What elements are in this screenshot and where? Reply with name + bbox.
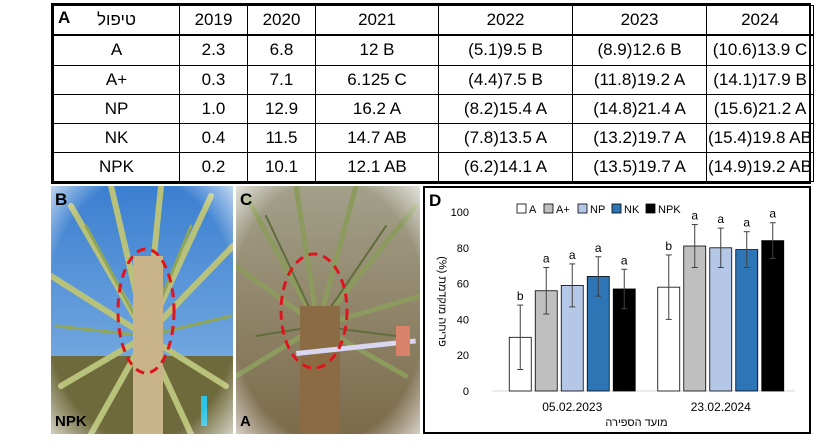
- significance-letter: a: [743, 216, 750, 230]
- treatment-cell: NPK: [53, 151, 180, 183]
- x-category-label: 05.02.2023: [542, 400, 602, 414]
- legend-label: NK: [624, 204, 640, 216]
- treatment-cell: NK: [53, 122, 180, 153]
- yield-value-cell: 11.5: [247, 122, 316, 153]
- significance-letter: a: [569, 248, 576, 262]
- year-header: 2019: [179, 5, 248, 37]
- yield-value-cell: 6.125 C: [315, 64, 439, 95]
- year-header: 2020: [247, 5, 316, 37]
- table-corner-cell: A טיפול: [53, 5, 180, 37]
- palm-photo-b-image: [51, 186, 233, 434]
- panel-letter-a: A: [58, 8, 71, 27]
- significance-letter: a: [717, 212, 724, 226]
- yield-value-cell: (6.2)14.1 A: [438, 151, 573, 183]
- yield-value-cell: (15.6)21.2 A: [706, 93, 814, 124]
- yield-value-cell: (15.4)19.8 AB: [706, 122, 814, 153]
- y-tick-label: 80: [457, 243, 469, 255]
- yield-value-cell: 0.4: [179, 122, 248, 153]
- x-category-label: 23.02.2024: [691, 400, 751, 414]
- yield-value-cell: (10.6)13.9 C: [706, 34, 814, 66]
- yield-value-cell: (7.8)13.5 A: [438, 122, 573, 153]
- yield-value-cell: 10.1: [247, 151, 316, 183]
- year-header: 2022: [438, 5, 573, 37]
- yield-value-cell: (14.8)21.4 A: [572, 93, 707, 124]
- year-header: 2024: [706, 5, 814, 37]
- significance-letter: a: [769, 207, 776, 221]
- yield-value-cell: (14.1)17.9 B: [706, 64, 814, 95]
- early-flowering-chart-panel: D 0 20 40 60 80 100 פריחה מוקדמת (%) A A+ NP NK NPK b…: [423, 186, 811, 434]
- treatment-column-label: טיפול: [97, 10, 136, 30]
- photo-b-treatment-tag: NPK: [55, 413, 87, 430]
- legend-swatch: [543, 203, 554, 214]
- y-axis-label: פריחה מוקדמת (%): [436, 256, 448, 347]
- yield-value-cell: 14.7 AB: [315, 122, 439, 153]
- palm-photo-c-image: [236, 186, 420, 434]
- bar-np-1: [709, 247, 733, 392]
- yield-value-cell: (4.4)7.5 B: [438, 64, 573, 95]
- y-tick-label: 0: [463, 386, 469, 398]
- significance-letter: a: [595, 241, 602, 255]
- legend-swatch: [645, 203, 656, 214]
- table-row: A+ 0.3 7.1 6.125 C (4.4)7.5 B (11.8)19.2 A (14…: [53, 64, 814, 95]
- legend-swatch: [577, 203, 588, 214]
- y-tick-label: 40: [457, 314, 469, 326]
- panel-letter-c: C: [240, 190, 253, 209]
- yield-value-cell: (5.1)9.5 B: [438, 34, 573, 66]
- yield-value-cell: (11.8)19.2 A: [572, 64, 707, 95]
- yield-value-cell: 7.1: [247, 64, 316, 95]
- y-tick-label: 60: [457, 279, 469, 291]
- photo-b-npk-palm: B NPK: [51, 186, 233, 434]
- legend-label: NP: [590, 204, 605, 216]
- yield-value-cell: 12.1 AB: [315, 151, 439, 183]
- significance-letter: a: [691, 209, 698, 223]
- bar-nk-1: [735, 249, 759, 392]
- panel-letter-d: D: [429, 191, 441, 210]
- yield-value-cell: 6.8: [247, 34, 316, 66]
- year-header: 2023: [572, 5, 707, 37]
- yield-value-cell: (8.2)15.4 A: [438, 93, 573, 124]
- legend-label: NPK: [658, 204, 681, 216]
- yield-value-cell: (13.5)19.7 A: [572, 151, 707, 183]
- panel-letter-b: B: [55, 190, 68, 209]
- table-header-row: A טיפול 2019 2020 2021 2022 2023 2024: [53, 5, 814, 37]
- photo-c-treatment-tag: A: [240, 413, 251, 430]
- legend-swatch: [611, 203, 622, 214]
- y-tick-label: 100: [451, 207, 469, 219]
- yield-value-cell: (14.9)19.2 AB: [706, 151, 814, 183]
- yield-value-cell: 1.0: [179, 93, 248, 124]
- significance-letter: a: [621, 253, 628, 267]
- yield-value-cell: 12.9: [247, 93, 316, 124]
- legend-label: A+: [556, 204, 570, 216]
- significance-letter: a: [543, 251, 550, 265]
- significance-letter: b: [665, 239, 672, 253]
- year-header: 2021: [315, 5, 439, 37]
- x-axis-label: מועד הספירה: [605, 417, 667, 429]
- table-row: NP 1.0 12.9 16.2 A (8.2)15.4 A (14.8)21.4 A (1…: [53, 93, 814, 124]
- treatment-cell: A: [53, 34, 180, 66]
- table-row: NK 0.4 11.5 14.7 AB (7.8)13.5 A (13.2)19.7 A(…: [53, 122, 814, 153]
- legend-swatch: [516, 203, 527, 214]
- yield-value-cell: 0.3: [179, 64, 248, 95]
- y-tick-label: 20: [457, 350, 469, 362]
- legend-label: A: [529, 204, 537, 216]
- photo-c-a-palm: C A: [236, 186, 420, 434]
- yield-value-cell: 0.2: [179, 151, 248, 183]
- yield-value-cell: (8.9)12.6 B: [572, 34, 707, 66]
- treatment-cell: A+: [53, 64, 180, 95]
- early-flowering-bar-chart: D 0 20 40 60 80 100 פריחה מוקדמת (%) A A+ NP NK NPK b…: [429, 191, 795, 429]
- table-row: NPK 0.2 10.1 12.1 AB (6.2)14.1 A (13.5)19.7 A…: [53, 151, 814, 183]
- yield-value-cell: (13.2)19.7 A: [572, 122, 707, 153]
- significance-letter: b: [517, 289, 524, 303]
- yield-value-cell: 12 B: [315, 34, 439, 66]
- table-row: A 2.3 6.8 12 B (5.1)9.5 B (8.9)12.6 B (10.6)13…: [53, 34, 814, 66]
- bar-npk-1: [761, 240, 785, 392]
- yield-value-cell: 16.2 A: [315, 93, 439, 124]
- yield-value-cell: 2.3: [179, 34, 248, 66]
- treatment-cell: NP: [53, 93, 180, 124]
